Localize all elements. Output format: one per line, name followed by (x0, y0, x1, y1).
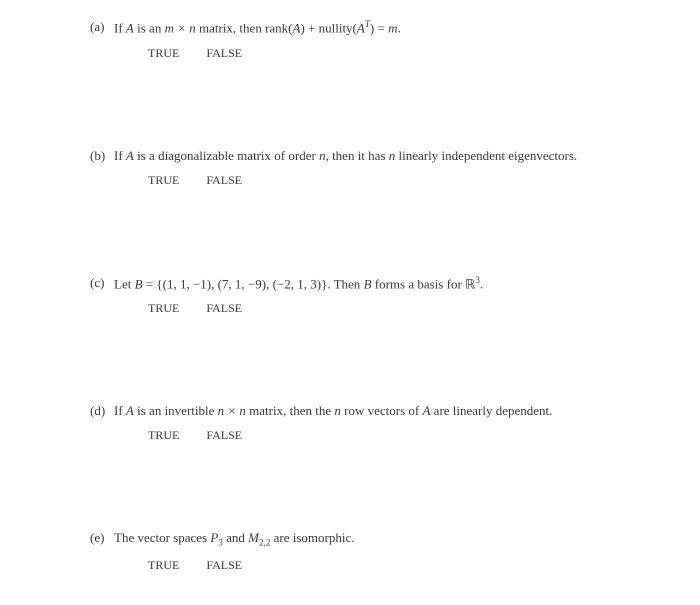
option-false[interactable]: FALSE (206, 173, 242, 188)
question-a-text: (a) If A is an m × n matrix, then rank( A… (90, 18, 640, 38)
text-end: are isomorphic. (270, 530, 354, 545)
var-A: A (126, 20, 134, 35)
question-b: (b) If A is a diagonalizable matrix of o… (90, 147, 640, 188)
question-a-options: TRUE FALSE (148, 46, 640, 61)
question-b-text: (b) If A is a diagonalizable matrix of o… (90, 147, 640, 165)
var-R: ℝ (465, 276, 475, 291)
option-true[interactable]: TRUE (148, 558, 179, 573)
text-mid1: is a diagonalizable matrix of order (134, 148, 319, 163)
question-c-label: (c) (90, 274, 114, 294)
text-and: and (223, 530, 248, 545)
var-B2: B (364, 276, 372, 291)
text-mid2: , then it has (326, 148, 389, 163)
question-e-text: (e) The vector spaces P3 and M2,2 are is… (90, 529, 640, 549)
question-e: (e) The vector spaces P3 and M2,2 are is… (90, 529, 640, 572)
question-a-content: If A is an m × n matrix, then rank(A) + … (114, 18, 640, 38)
text-end: linearly independent eigenvectors. (395, 148, 577, 163)
var-M-sub: 2,2 (259, 538, 270, 548)
question-a-label: (a) (90, 18, 114, 38)
var-AT-base: A (357, 20, 365, 35)
text-end: . (480, 276, 483, 291)
question-b-options: TRUE FALSE (148, 173, 640, 188)
question-d-text: (d) If A is an invertible n × n matrix, … (90, 402, 640, 420)
var-A: A (126, 148, 134, 163)
text-pre: The vector spaces (114, 530, 210, 545)
question-e-content: The vector spaces P3 and M2,2 are isomor… (114, 529, 640, 549)
text-pre: Let (114, 276, 135, 291)
text-mid3: ) + nullity( (300, 20, 356, 35)
question-c: (c) Let B = {(1, 1, −1), (7, 1, −9), (−2… (90, 274, 640, 317)
option-false[interactable]: FALSE (206, 558, 242, 573)
var-nxn: n × n (218, 403, 246, 418)
var-A: A (126, 403, 134, 418)
text-end: are linearly dependent. (430, 403, 552, 418)
text-mid1: is an (134, 20, 165, 35)
question-b-content: If A is a diagonalizable matrix of order… (114, 147, 640, 165)
text-mid: . Then (327, 276, 363, 291)
option-false[interactable]: FALSE (206, 428, 242, 443)
text-pre: If (114, 403, 126, 418)
option-true[interactable]: TRUE (148, 173, 179, 188)
question-c-content: Let B = {(1, 1, −1), (7, 1, −9), (−2, 1,… (114, 274, 640, 294)
var-mxn: m × n (165, 20, 196, 35)
text-mid2: matrix, then rank( (196, 20, 293, 35)
option-false[interactable]: FALSE (206, 46, 242, 61)
var-M-base: M (248, 530, 259, 545)
question-a: (a) If A is an m × n matrix, then rank( A… (90, 18, 640, 61)
text-pre: If (114, 148, 126, 163)
option-false[interactable]: FALSE (206, 301, 242, 316)
question-c-text: (c) Let B = {(1, 1, −1), (7, 1, −9), (−2… (90, 274, 640, 294)
set-literal: {(1, 1, −1), (7, 1, −9), (−2, 1, 3)} (156, 276, 327, 291)
text-mid2: matrix, then the (246, 403, 334, 418)
text-mid2: forms a basis for (372, 276, 466, 291)
option-true[interactable]: TRUE (148, 301, 179, 316)
text-eq: = (143, 276, 157, 291)
text-pre: If (114, 20, 126, 35)
text-mid4: ) = (370, 20, 388, 35)
question-d-label: (d) (90, 402, 114, 420)
question-d-options: TRUE FALSE (148, 428, 640, 443)
option-true[interactable]: TRUE (148, 428, 179, 443)
question-e-label: (e) (90, 529, 114, 549)
text-mid1: is an invertible (134, 403, 218, 418)
question-b-label: (b) (90, 147, 114, 165)
question-e-options: TRUE FALSE (148, 558, 640, 573)
question-c-options: TRUE FALSE (148, 301, 640, 316)
option-true[interactable]: TRUE (148, 46, 179, 61)
text-end: . (397, 20, 400, 35)
text-mid3: row vectors of (341, 403, 423, 418)
question-d: (d) If A is an invertible n × n matrix, … (90, 402, 640, 443)
question-d-content: If A is an invertible n × n matrix, then… (114, 402, 640, 420)
var-B: B (135, 276, 143, 291)
